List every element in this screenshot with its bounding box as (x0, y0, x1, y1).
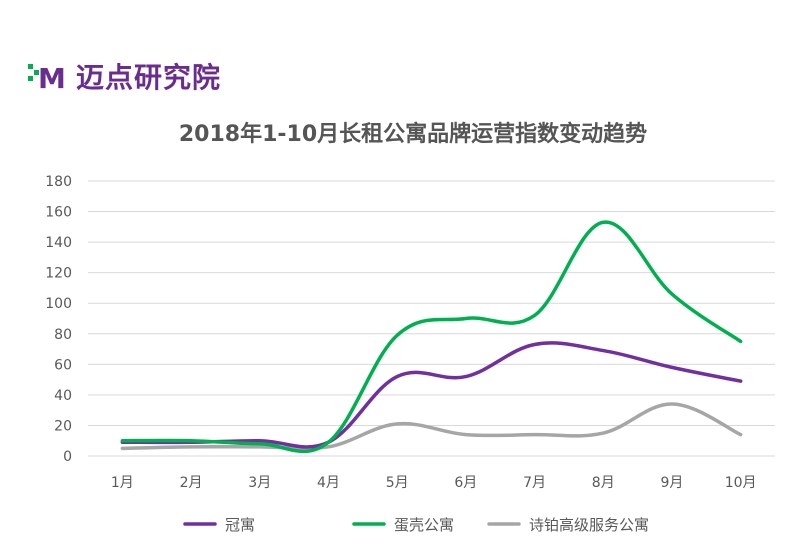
legend-label: 蛋壳公寓 (394, 516, 454, 534)
y-tick-label: 0 (63, 449, 72, 465)
y-axis: 0 20 40 60 80 100 120 140 160 180 (45, 174, 72, 465)
x-tick-label: 7月 (523, 475, 546, 491)
x-tick-label: 10月 (725, 475, 757, 491)
x-tick-label: 9月 (660, 475, 683, 491)
chart-grid (88, 180, 775, 457)
y-tick-label: 120 (45, 266, 72, 282)
logo: M 迈点研究院 (28, 58, 221, 94)
y-tick-label: 180 (45, 174, 72, 190)
y-tick-label: 160 (45, 205, 72, 221)
legend-label: 诗铂高级服务公寓 (529, 516, 649, 534)
legend: 冠寓 蛋壳公寓 诗铂高级服务公寓 (183, 516, 649, 534)
logo-mark-icon: M (28, 62, 66, 92)
y-tick-label: 80 (54, 327, 72, 343)
y-tick-label: 140 (45, 235, 72, 251)
y-tick-label: 20 (54, 418, 72, 434)
logo-text: 迈点研究院 (76, 61, 222, 94)
y-tick-label: 40 (54, 388, 72, 404)
x-tick-label: 1月 (111, 475, 134, 491)
legend-label: 冠寓 (225, 516, 255, 534)
x-tick-label: 3月 (248, 475, 271, 491)
series-lines (120, 220, 743, 454)
x-tick-label: 6月 (454, 475, 477, 491)
x-tick-label: 4月 (317, 475, 340, 491)
chart-title: 2018年1-10月长租公寓品牌运营指数变动趋势 (179, 121, 647, 147)
logo-mark-letter: M (38, 62, 66, 92)
x-tick-label: 5月 (386, 475, 409, 491)
x-axis: 1月 2月 3月 4月 5月 6月 7月 8月 9月 10月 (111, 475, 757, 491)
y-tick-label: 100 (45, 296, 72, 312)
series-line-2 (120, 402, 743, 451)
series-line-1 (120, 220, 743, 454)
y-tick-label: 60 (54, 357, 72, 373)
x-tick-label: 8月 (592, 475, 615, 491)
x-tick-label: 2月 (180, 475, 203, 491)
